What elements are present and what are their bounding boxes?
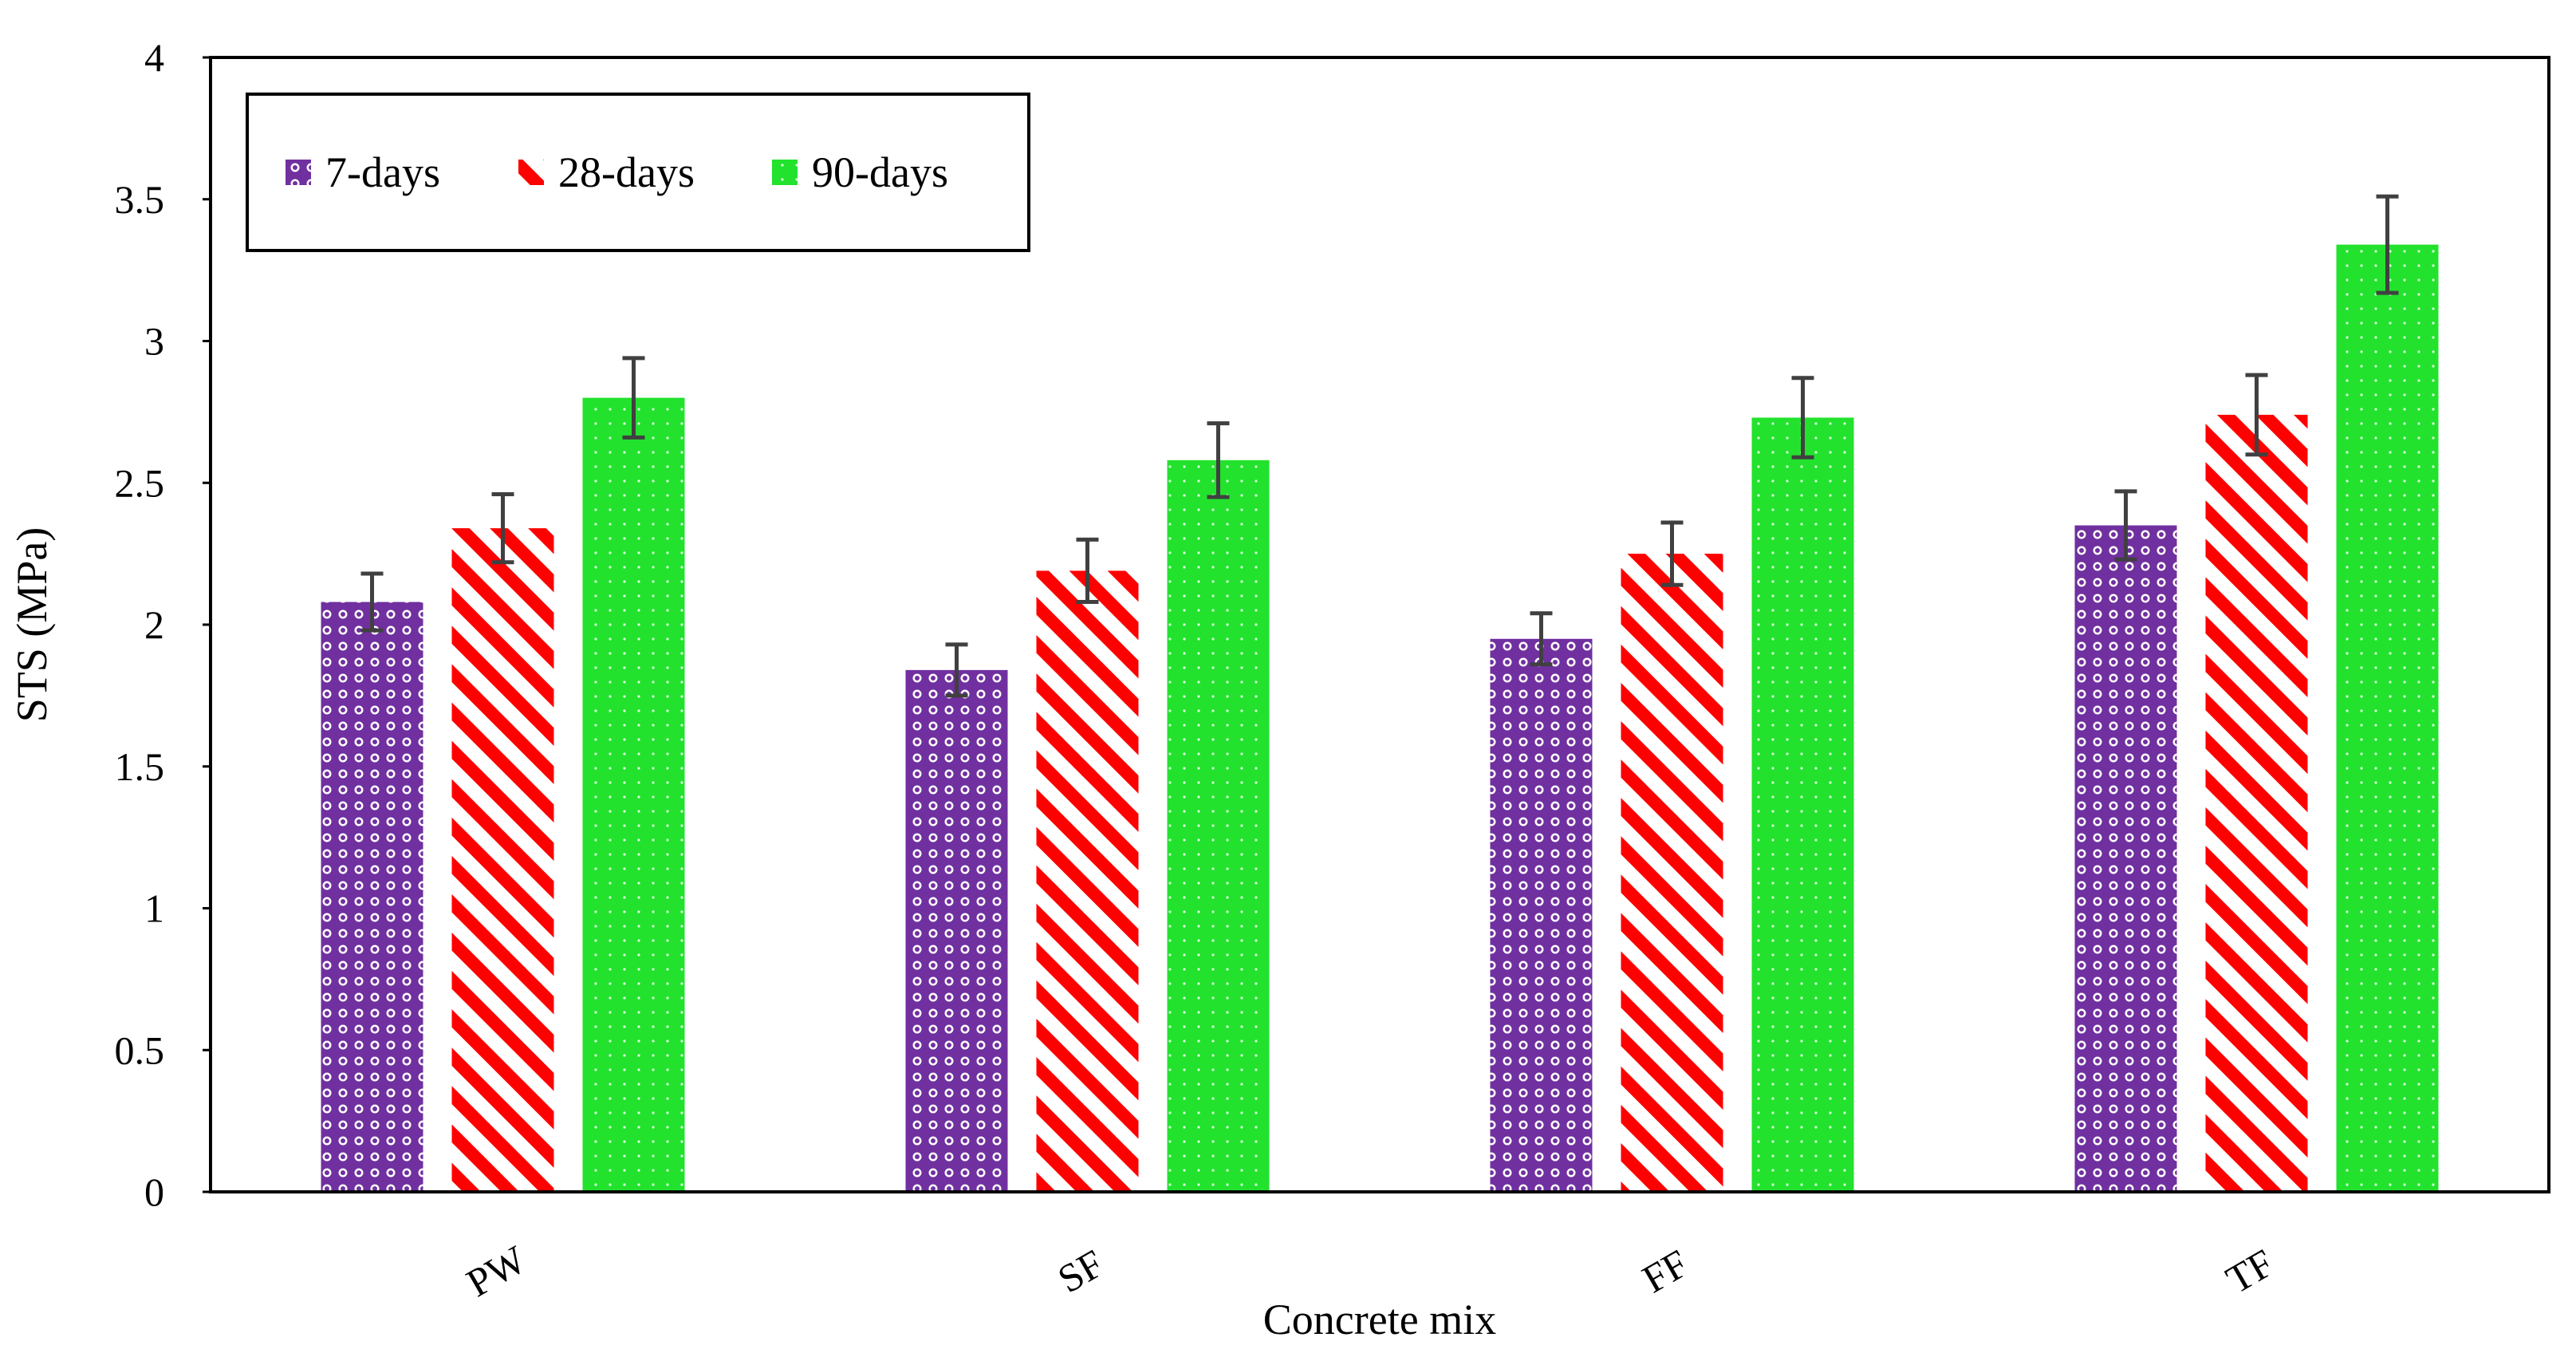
y-tick-label: 3.5 [115, 177, 165, 222]
bar-7-days-PW [321, 602, 423, 1192]
bar-28-days-FF [1621, 554, 1723, 1192]
legend: 7-days 28-days 90-days [246, 93, 1030, 252]
bar-90-days-PW [582, 397, 685, 1193]
plot-area-border [209, 56, 2550, 1193]
legend-swatch-28-days [518, 160, 544, 185]
bar-7-days-TF [2074, 525, 2177, 1192]
bar-90-days-SF [1167, 460, 1270, 1192]
bar-28-days-PW [451, 528, 554, 1192]
y-tick-label: 1 [144, 886, 164, 931]
y-axis-title: STS (MPa) [8, 527, 56, 723]
y-tick-label: 4 [144, 35, 164, 80]
y-tick-label: 2.5 [115, 460, 165, 505]
bar-28-days-TF [2205, 414, 2308, 1192]
bars [321, 244, 2439, 1193]
y-tick-label: 0.5 [115, 1028, 165, 1072]
bar-28-days-SF [1036, 570, 1139, 1192]
y-tick-label: 3 [144, 319, 164, 364]
legend-box [246, 93, 1030, 252]
error-bars [360, 194, 2399, 698]
legend-label-28-days: 28-days [558, 148, 695, 196]
bar-90-days-FF [1751, 417, 1854, 1192]
legend-label-90-days: 90-days [812, 148, 948, 196]
y-tick-label: 1.5 [115, 744, 165, 789]
legend-swatch-7-days [286, 160, 311, 185]
bar-7-days-SF [905, 669, 1008, 1192]
bar-7-days-FF [1490, 638, 1593, 1192]
y-tick-label: 2 [144, 602, 164, 647]
legend-swatch-90-days [772, 160, 798, 185]
x-axis-title: Concrete mix [1263, 1296, 1496, 1343]
legend-label-7-days: 7-days [325, 148, 440, 196]
y-tick-label: 0 [144, 1170, 164, 1214]
bar-90-days-TF [2336, 244, 2439, 1192]
